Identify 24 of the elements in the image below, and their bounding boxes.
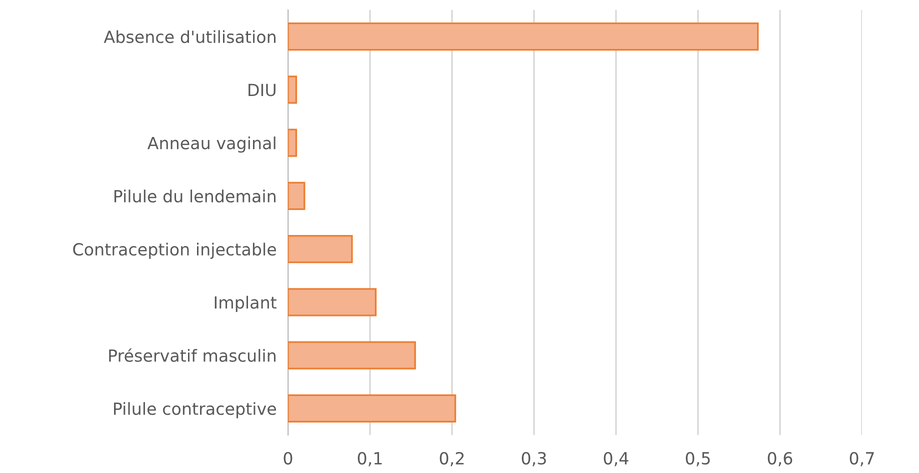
x-tick-label: 0,1 [358,452,382,466]
bar [288,22,759,51]
y-tick-label: Pilule du lendemain [114,190,276,203]
bar [288,394,456,423]
y-tick-label: Contraception injectable [73,242,276,259]
x-tick-label: 0,2 [440,452,464,466]
x-tick-label: 0,4 [604,452,628,466]
bar [288,341,416,370]
y-tick-label: Pilule contraceptive [114,402,276,418]
x-tick-label: 0,6 [768,452,792,466]
x-tick-label: 0,7 [850,452,874,466]
x-tick-label: 0,3 [522,452,546,466]
y-tick-label: Implant [214,296,276,312]
bar [288,128,298,157]
bar [288,288,377,316]
bar [288,234,353,264]
x-tick-label: 0 [284,452,292,465]
y-tick-label: Préservatif masculin [109,348,276,362]
x-tick-label: 0,5 [686,452,710,466]
y-tick-label: DIU [248,84,276,96]
bar [288,76,298,104]
y-tick-label: Anneau vaginal [147,136,276,153]
bar [288,182,306,210]
y-tick-label: Absence d'utilisation [104,30,276,44]
